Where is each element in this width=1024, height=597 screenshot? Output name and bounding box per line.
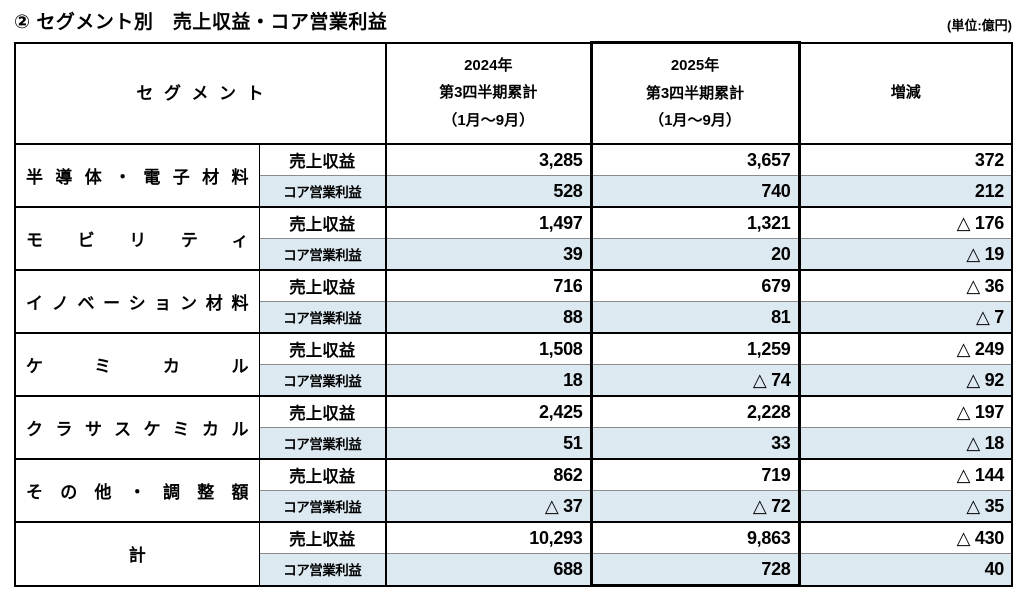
segment-revenue-row: モビリティ 売上収益 1,497 1,321 △ 176 [14,206,1013,271]
core-profit-2024-value: 39 [385,238,592,271]
revenue-2025-value: 719 [589,458,801,491]
core-profit-2024-value: 528 [385,175,592,208]
core-profit-label-cell: コア営業利益 [258,364,387,397]
core-profit-change-value: 40 [798,553,1013,587]
core-profit-2025-value: 20 [589,238,801,271]
change-column-header: 増減 [798,42,1013,145]
revenue-change-value: 372 [798,143,1013,176]
segment-core-profit-row: コア営業利益 88 81 △ 7 [15,301,1013,334]
core-profit-2024-value: 688 [385,553,592,587]
revenue-label-cell: 売上収益 [258,206,387,239]
revenue-label-cell: 売上収益 [258,143,387,176]
revenue-2025-value: 3,657 [589,143,801,176]
core-profit-change-value: △ 7 [798,301,1013,334]
revenue-label-cell: 売上収益 [258,269,387,302]
core-profit-label-cell: コア営業利益 [258,553,387,587]
revenue-label-cell: 売上収益 [258,395,387,428]
core-profit-label-cell: コア営業利益 [258,301,387,334]
segment-core-profit-row: コア営業利益 688 728 40 [15,553,1013,587]
revenue-label-cell: 売上収益 [258,332,387,365]
page-header: ② セグメント別 売上収益・コア営業利益 (単位:億円) [14,7,1012,34]
revenue-label-cell: 売上収益 [258,458,387,491]
unit-note: (単位:億円) [947,18,1012,33]
page: ② セグメント別 売上収益・コア営業利益 (単位:億円) セグメント 2024年… [0,7,1024,597]
segment-column-header: セグメント [14,42,387,145]
page-title: ② セグメント別 売上収益・コア営業利益 [14,12,388,33]
core-profit-2025-value: 81 [589,301,801,334]
segment-revenue-row: 半導体・電子材料 売上収益 3,285 3,657 372 [14,143,1013,208]
core-profit-change-value: △ 35 [798,490,1013,523]
segment-name-cell: その他・調整額 [14,458,260,523]
core-profit-change-value: △ 18 [798,427,1013,460]
segment-name-cell: ケミカル [14,332,260,397]
revenue-2025-value: 9,863 [589,521,801,554]
segment-name-cell: モビリティ [14,206,260,271]
fy2025-column-header: 2025年 第3四半期累計 （1月～9月） [589,41,801,145]
segment-revenue-row: イノベーション材料 売上収益 716 679 △ 36 [14,269,1013,334]
revenue-label-cell: 売上収益 [258,521,387,554]
header-row: セグメント 2024年 第3四半期累計 （1月～9月） 2025年 第3四半期累… [14,41,1013,145]
core-profit-2025-value: △ 72 [589,490,801,523]
revenue-change-value: △ 197 [798,395,1013,428]
table-header: セグメント 2024年 第3四半期累計 （1月～9月） 2025年 第3四半期累… [14,41,1013,145]
core-profit-label-cell: コア営業利益 [258,490,387,523]
core-profit-label-cell: コア営業利益 [258,175,387,208]
revenue-2024-value: 10,293 [385,521,592,554]
core-profit-change-value: △ 19 [798,238,1013,271]
core-profit-change-value: 212 [798,175,1013,208]
core-profit-2025-value: 740 [589,175,801,208]
core-profit-2024-value: 51 [385,427,592,460]
core-profit-2024-value: 88 [385,301,592,334]
segment-name-cell: 半導体・電子材料 [14,143,260,208]
revenue-2025-value: 2,228 [589,395,801,428]
revenue-2024-value: 2,425 [385,395,592,428]
segments-body: 半導体・電子材料 売上収益 3,285 3,657 372 コア営業利益 528 740 212… [14,143,1013,587]
segment-revenue-row: 計売上収益 10,293 9,863 △ 430 [14,521,1013,586]
core-profit-label-cell: コア営業利益 [258,427,387,460]
revenue-2025-value: 1,321 [589,206,801,239]
revenue-2024-value: 716 [385,269,592,302]
core-profit-2025-value: 33 [589,427,801,460]
revenue-2024-value: 862 [385,458,592,491]
segment-revenue-row: その他・調整額 売上収益 862 719 △ 144 [14,458,1013,523]
fy2024-column-header: 2024年 第3四半期累計 （1月～9月） [385,42,592,145]
segment-core-profit-row: コア営業利益 18 △ 74 △ 92 [15,364,1013,397]
segment-results-table: セグメント 2024年 第3四半期累計 （1月～9月） 2025年 第3四半期累… [14,41,1014,587]
segment-name-cell: 計 [14,521,260,586]
revenue-change-value: △ 36 [798,269,1013,302]
segment-core-profit-row: コア営業利益 △ 37 △ 72 △ 35 [15,490,1013,523]
revenue-2024-value: 1,508 [385,332,592,365]
segment-name-cell: クラサスケミカル [14,395,260,460]
segment-revenue-row: ケミカル 売上収益 1,508 1,259 △ 249 [14,332,1013,397]
core-profit-2024-value: 18 [385,364,592,397]
core-profit-2025-value: △ 74 [589,364,801,397]
core-profit-change-value: △ 92 [798,364,1013,397]
revenue-change-value: △ 249 [798,332,1013,365]
revenue-change-value: △ 144 [798,458,1013,491]
segment-revenue-row: クラサスケミカル 売上収益 2,425 2,228 △ 197 [14,395,1013,460]
core-profit-2024-value: △ 37 [385,490,592,523]
revenue-2024-value: 3,285 [385,143,592,176]
segment-core-profit-row: コア営業利益 39 20 △ 19 [15,238,1013,271]
revenue-change-value: △ 176 [798,206,1013,239]
revenue-change-value: △ 430 [798,521,1013,554]
revenue-2025-value: 679 [589,269,801,302]
segment-name-cell: イノベーション材料 [14,269,260,334]
revenue-2025-value: 1,259 [589,332,801,365]
core-profit-label-cell: コア営業利益 [258,238,387,271]
revenue-2024-value: 1,497 [385,206,592,239]
core-profit-2025-value: 728 [589,553,801,587]
